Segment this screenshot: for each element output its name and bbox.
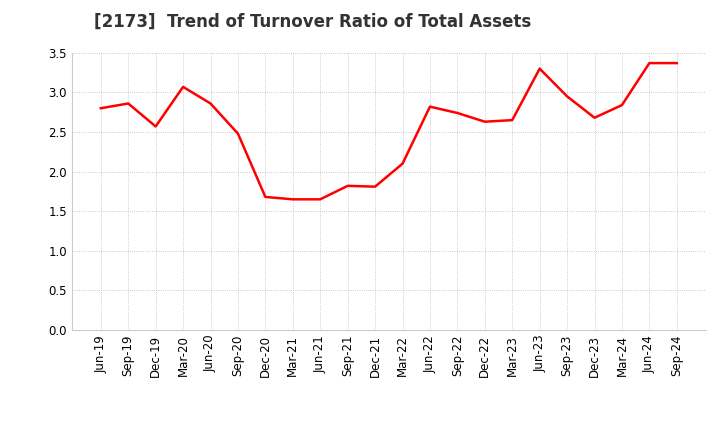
Text: [2173]  Trend of Turnover Ratio of Total Assets: [2173] Trend of Turnover Ratio of Total … [94, 13, 531, 31]
